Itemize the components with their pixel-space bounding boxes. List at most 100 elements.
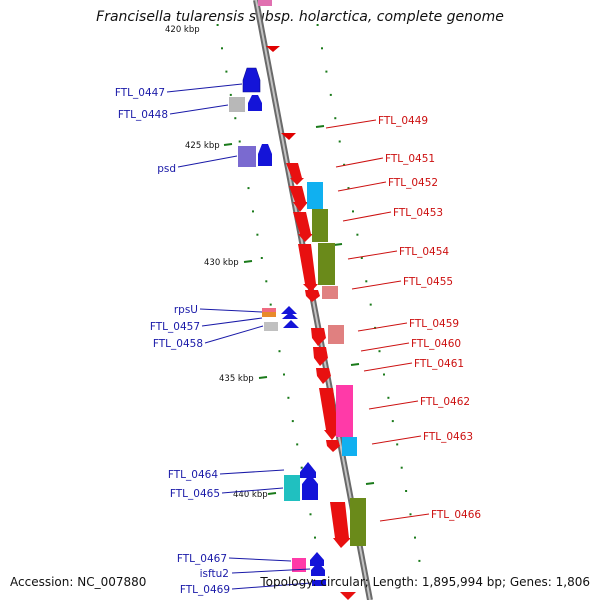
feature-FTL_0469[interactable] [312,580,326,586]
label-FTL_0462[interactable]: FTL_0462 [420,396,470,408]
tick-dot-right [334,117,337,120]
feature-FTL_0457[interactable] [282,312,298,319]
tick-dot-left [309,513,312,516]
scale-tick-425: 425 kbp [185,141,233,151]
feature-FTL_0449[interactable] [281,133,296,140]
scale-tick-420: 420 kbp [165,25,200,35]
label-FTL_0457[interactable]: FTL_0457 [150,321,200,333]
label-FTL_0463[interactable]: FTL_0463 [423,431,473,443]
svg-text:435 kbp: 435 kbp [219,374,254,384]
label-FTL_0461[interactable]: FTL_0461 [414,358,464,370]
feature-FTL_0447[interactable] [242,67,261,93]
tick-dot-right [378,350,381,353]
tick-dot-left [283,373,285,376]
feature-FTL_0453[interactable] [293,209,328,242]
feature-FTL_0464[interactable] [300,462,316,478]
label-psd[interactable]: psd [157,163,176,175]
tick-dot-left [265,280,268,283]
tick-dot-right [387,396,390,399]
tick-dot-left [291,420,294,423]
tick-dot-right [347,187,350,190]
tick-dot-left [216,24,219,26]
tick-dot-right [329,93,332,96]
label-rpsU[interactable]: rpsU [174,304,198,316]
label-FTL_0453[interactable]: FTL_0453 [393,207,443,219]
feature-FTL_0466[interactable] [330,498,366,548]
tick-dot-left [256,233,259,236]
tick-dot-right [365,280,368,283]
label-FTL_0467[interactable]: FTL_0467 [177,553,227,565]
tick-dot-right [405,490,408,492]
tick-dot-left [229,93,232,96]
tick-dot-right [316,24,319,26]
tick-dot-right [396,443,399,446]
feature-rpsU[interactable] [262,306,297,317]
label-FTL_0452[interactable]: FTL_0452 [388,177,438,189]
accession-text: Accession: NC_007880 [10,575,147,589]
label-FTL_0448[interactable]: FTL_0448 [118,109,168,121]
tick-dot-right [383,373,385,376]
tick-dot-left [278,350,281,353]
svg-text:425 kbp: 425 kbp [185,141,220,151]
left-leader-lines [166,83,312,590]
feature-psd[interactable] [238,144,272,167]
tick-dot-left [260,257,263,259]
tick-dot-right [321,47,323,50]
tick-dot-left [296,443,299,446]
feature-FTL_0455[interactable] [305,286,338,302]
tick-dot-right [360,257,363,259]
feature-FTL_0467[interactable] [292,552,324,572]
feature-FTL_0465[interactable] [284,474,318,501]
feature-FTL_0454[interactable] [298,243,335,292]
label-FTL_0451[interactable]: FTL_0451 [385,153,435,165]
label-FTL_0447[interactable]: FTL_0447 [115,87,165,99]
label-FTL_0460[interactable]: FTL_0460 [411,338,461,350]
label-FTL_0458[interactable]: FTL_0458 [153,338,203,350]
tick-dot-left [252,210,254,213]
feature-FTL_0452[interactable] [289,182,323,212]
scale-tick-435: 435 kbp [219,374,268,384]
feature-red-bottom[interactable] [340,592,356,600]
tick-dot-left [234,117,237,120]
tick-dot-right [414,536,416,539]
feature-FTL_0451[interactable] [286,163,304,185]
label-FTL_0466[interactable]: FTL_0466 [431,509,481,521]
label-isftu2[interactable]: isftu2 [200,568,229,580]
tick-dot-right [325,70,328,73]
feature-top-pink[interactable] [258,0,272,6]
tick-dot-right [343,163,346,166]
label-FTL_0455[interactable]: FTL_0455 [403,276,453,288]
label-FTL_0449[interactable]: FTL_0449 [378,115,428,127]
feature-FTL_0462[interactable] [319,385,353,440]
tick-dot-left [314,536,316,539]
tick-dot-right [409,513,412,516]
tick-dot-left [247,187,250,190]
label-FTL_0454[interactable]: FTL_0454 [399,246,449,258]
scale-tick-440: 440 kbp [233,490,277,500]
tick-dot-left [287,396,290,399]
tick-dot-left [225,70,228,73]
tick-dot-right [338,140,341,143]
feature-FTL_0459[interactable] [311,325,344,346]
label-FTL_0464[interactable]: FTL_0464 [168,469,218,481]
svg-text:430 kbp: 430 kbp [204,258,239,268]
feature-FTL_0461[interactable] [316,368,331,384]
feature-FTL_0458[interactable] [264,320,299,331]
tick-dot-right [391,420,394,423]
right-labels: FTL_0449 FTL_0451 FTL_0452 FTL_0453 FTL_… [378,115,481,521]
tick-dot-left [221,47,223,50]
right-tick-marks [315,125,375,485]
feature-isftu2[interactable] [311,562,325,576]
label-FTL_0469[interactable]: FTL_0469 [180,584,230,596]
label-FTL_0459[interactable]: FTL_0459 [409,318,459,330]
feature-FTL_0448[interactable] [229,95,262,112]
tick-dot-right [400,466,403,469]
feature-red-small-top[interactable] [266,46,280,52]
label-FTL_0465[interactable]: FTL_0465 [170,488,220,500]
scale-tick-430: 430 kbp [204,258,253,268]
feature-FTL_0463[interactable] [326,437,357,456]
genome-summary-text: Topology: circular; Length: 1,895,994 bp… [260,575,590,589]
tick-dot-right [369,303,372,306]
feature-FTL_0460[interactable] [313,347,328,366]
